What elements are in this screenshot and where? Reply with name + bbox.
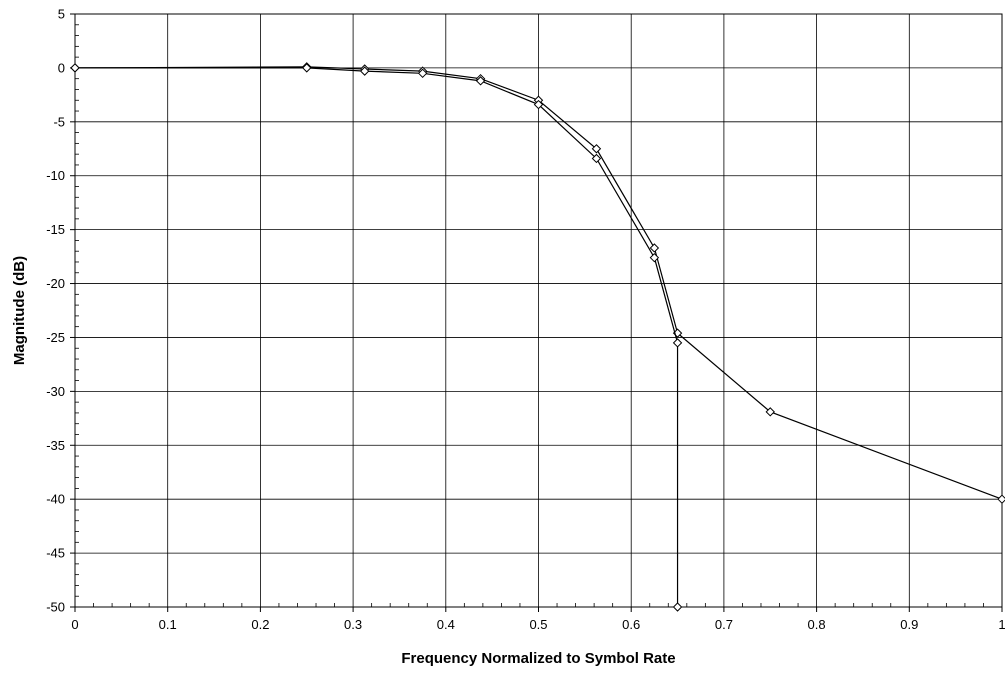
minor-ticks bbox=[75, 24, 984, 607]
data-point-marker bbox=[417, 68, 428, 79]
y-tick-label: 5 bbox=[58, 7, 65, 22]
data-point-marker bbox=[591, 144, 602, 154]
y-tick-label: 0 bbox=[58, 60, 65, 75]
grid bbox=[70, 13, 1003, 612]
x-tick-label: 0.4 bbox=[437, 617, 455, 632]
y-tick-label: -45 bbox=[46, 546, 65, 561]
x-tick-label: 0.9 bbox=[900, 617, 918, 632]
y-tick-label: -15 bbox=[46, 222, 65, 237]
x-tick-label: 0.3 bbox=[344, 617, 362, 632]
y-axis-title: Magnitude (dB) bbox=[11, 256, 28, 365]
y-tick-label: -10 bbox=[46, 168, 65, 183]
x-axis-title: Frequency Normalized to Symbol Rate bbox=[401, 650, 675, 667]
x-axis-tick-labels: 0 0.1 0.2 0.3 0.4 0.5 0.6 0.7 0.8 0.9 1 bbox=[71, 617, 1005, 632]
y-tick-label: -5 bbox=[53, 114, 65, 129]
y-tick-label: -25 bbox=[46, 330, 65, 345]
series-2 bbox=[70, 63, 683, 612]
data-point-marker bbox=[475, 76, 486, 86]
data-point-marker bbox=[70, 63, 80, 73]
x-tick-label: 0.6 bbox=[622, 617, 640, 632]
y-tick-label: -20 bbox=[46, 276, 65, 291]
x-tick-label: 0.1 bbox=[159, 617, 177, 632]
x-tick-label: 0.8 bbox=[808, 617, 826, 632]
y-tick-label: -30 bbox=[46, 384, 65, 399]
x-tick-label: 0 bbox=[71, 617, 78, 632]
data-point-marker bbox=[649, 252, 660, 263]
y-tick-label: -50 bbox=[46, 600, 65, 615]
data-point-marker bbox=[533, 99, 544, 110]
data-point-marker bbox=[649, 243, 660, 253]
x-tick-label: 0.7 bbox=[715, 617, 733, 632]
data-point-marker bbox=[302, 63, 312, 73]
data-point-marker bbox=[359, 66, 370, 76]
series-line bbox=[75, 67, 679, 607]
data-point-marker bbox=[591, 153, 602, 164]
x-tick-label: 0.5 bbox=[529, 617, 547, 632]
data-point-marker bbox=[672, 602, 683, 612]
series-layer bbox=[70, 62, 1005, 612]
data-point-marker bbox=[672, 338, 683, 348]
y-axis-tick-labels: 5 0 -5 -10 -15 -20 -25 -30 -35 -40 -45 -50 bbox=[46, 7, 65, 615]
x-tick-label: 1 bbox=[998, 617, 1005, 632]
y-tick-label: -35 bbox=[46, 438, 65, 453]
data-point-marker bbox=[765, 407, 775, 417]
y-tick-label: -40 bbox=[46, 492, 65, 507]
x-tick-label: 0.2 bbox=[251, 617, 269, 632]
